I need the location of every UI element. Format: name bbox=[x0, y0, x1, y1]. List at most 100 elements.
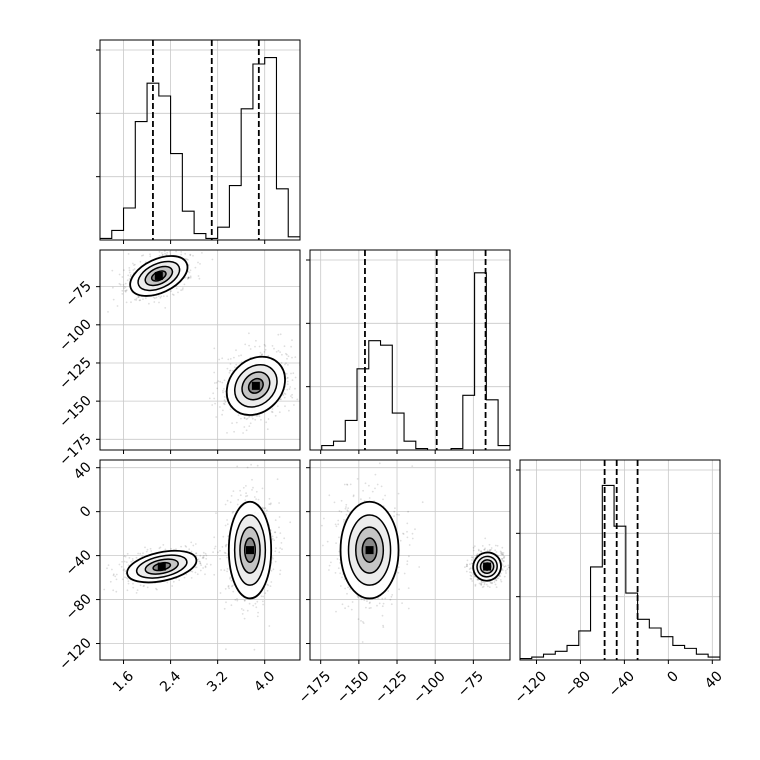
sample-point bbox=[121, 293, 124, 295]
sample-point bbox=[275, 536, 278, 539]
sample-point bbox=[261, 353, 263, 356]
sample-point bbox=[118, 273, 121, 276]
sample-point bbox=[266, 509, 268, 512]
sample-point bbox=[471, 580, 474, 582]
sample-point bbox=[213, 573, 216, 576]
sample-point bbox=[112, 573, 115, 576]
sample-point bbox=[278, 411, 281, 414]
sample-point bbox=[290, 345, 292, 348]
sample-point bbox=[252, 486, 254, 489]
sample-point bbox=[129, 274, 132, 276]
sample-point bbox=[235, 421, 238, 424]
sample-point bbox=[469, 563, 471, 566]
sample-point bbox=[499, 550, 502, 553]
sample-point bbox=[145, 550, 148, 553]
sample-point bbox=[164, 252, 166, 255]
sample-point bbox=[273, 347, 275, 350]
sample-point bbox=[128, 278, 131, 280]
sample-point bbox=[474, 585, 477, 587]
sample-point bbox=[504, 565, 507, 568]
sample-point bbox=[146, 548, 149, 551]
sample-point bbox=[336, 558, 339, 560]
sample-point bbox=[220, 569, 223, 571]
sample-point bbox=[245, 429, 248, 432]
sample-point bbox=[186, 258, 188, 261]
sample-point bbox=[226, 523, 229, 526]
y-tick-label: −75 bbox=[63, 278, 95, 310]
sample-point bbox=[215, 512, 217, 514]
sample-point bbox=[346, 592, 348, 595]
x-tick-label: 2.4 bbox=[157, 668, 184, 695]
sample-point bbox=[237, 498, 240, 501]
sample-point bbox=[401, 602, 403, 604]
sample-point bbox=[288, 409, 290, 412]
sample-point bbox=[124, 570, 127, 572]
sample-point bbox=[128, 269, 131, 272]
histogram-step bbox=[520, 484, 720, 660]
sample-point bbox=[227, 358, 230, 361]
sample-point bbox=[365, 606, 367, 609]
sample-point bbox=[237, 414, 240, 417]
sample-point bbox=[144, 297, 147, 300]
sample-point bbox=[185, 258, 187, 260]
sample-point bbox=[285, 352, 287, 355]
sample-point bbox=[188, 277, 190, 279]
sample-point bbox=[334, 523, 337, 526]
sample-point bbox=[204, 566, 207, 569]
sample-point bbox=[496, 577, 499, 580]
sample-point bbox=[148, 302, 150, 305]
sample-point bbox=[139, 260, 142, 263]
scatter-p1-p2-frame bbox=[99, 249, 301, 451]
sample-point bbox=[127, 582, 130, 585]
sample-point bbox=[260, 595, 263, 598]
sample-point bbox=[130, 560, 133, 563]
sample-point bbox=[261, 487, 264, 490]
sample-point bbox=[345, 506, 347, 508]
sample-point bbox=[479, 550, 482, 553]
sample-point bbox=[225, 543, 228, 546]
sample-point bbox=[125, 301, 128, 304]
sample-point bbox=[352, 494, 355, 497]
sample-point bbox=[280, 398, 282, 401]
sample-point bbox=[248, 602, 251, 605]
sample-point bbox=[483, 548, 486, 551]
sample-point bbox=[111, 568, 113, 571]
sample-point bbox=[121, 289, 124, 292]
sample-point bbox=[213, 347, 216, 350]
sample-point bbox=[470, 578, 473, 580]
sample-point bbox=[340, 511, 343, 513]
sample-point bbox=[194, 571, 197, 574]
x-tick-label: 1.6 bbox=[110, 668, 137, 695]
sample-point bbox=[170, 548, 173, 550]
sample-point bbox=[477, 548, 480, 551]
sample-point bbox=[256, 414, 259, 417]
sample-point bbox=[121, 560, 123, 563]
sample-point bbox=[250, 463, 253, 466]
sample-point bbox=[221, 546, 224, 548]
sample-point bbox=[270, 502, 272, 505]
sample-point bbox=[278, 502, 280, 504]
sample-point bbox=[356, 478, 359, 480]
sample-point bbox=[286, 388, 289, 391]
sample-point bbox=[243, 617, 246, 620]
sample-point bbox=[377, 597, 380, 599]
sample-point bbox=[171, 293, 174, 296]
sample-point bbox=[501, 564, 504, 566]
sample-point bbox=[490, 548, 492, 551]
sample-point bbox=[275, 350, 278, 353]
sample-point bbox=[236, 465, 239, 468]
sample-point bbox=[236, 598, 238, 600]
sample-point bbox=[278, 516, 281, 518]
sample-point bbox=[495, 579, 497, 582]
sample-point bbox=[128, 557, 131, 559]
sample-point bbox=[172, 294, 175, 296]
sample-point bbox=[231, 512, 234, 514]
sample-point bbox=[500, 580, 503, 583]
sample-point bbox=[144, 546, 146, 549]
sample-point bbox=[191, 570, 194, 573]
sample-point bbox=[376, 483, 379, 486]
sample-point bbox=[205, 557, 208, 560]
sample-point bbox=[226, 499, 229, 502]
sample-point bbox=[159, 296, 162, 299]
sample-point bbox=[267, 584, 270, 586]
